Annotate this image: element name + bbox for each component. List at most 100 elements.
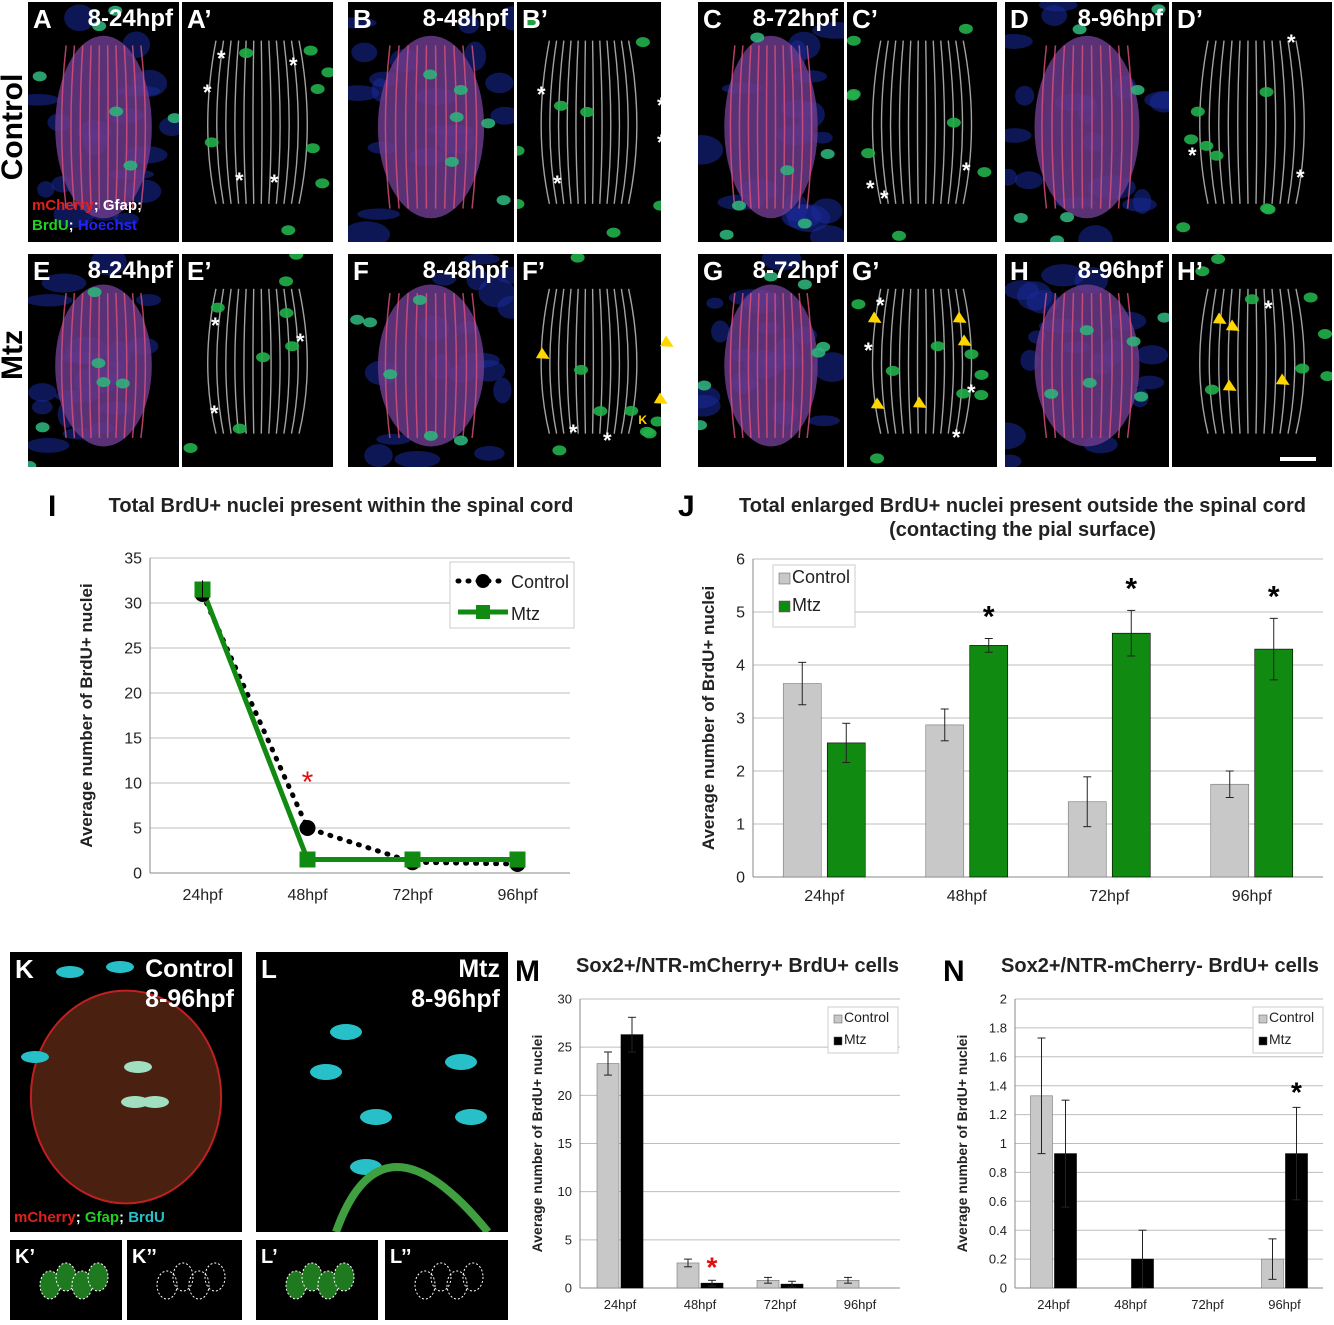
micrograph-panel-h-prime: H’: [1172, 254, 1332, 467]
y-tick-label: 0.4: [989, 1223, 1007, 1238]
y-tick-label: 1.8: [989, 1020, 1007, 1035]
y-tick-label: 30: [558, 992, 572, 1007]
panel-label: K’’: [132, 1246, 157, 1268]
legend: Control Mtz: [772, 564, 856, 628]
micrograph-image: [310, 1024, 492, 1232]
legend-label-mtz: Mtz: [844, 1031, 867, 1047]
legend: Control Mtz: [449, 561, 575, 629]
stain-brdu: BrdU: [32, 217, 69, 234]
panel-label: L: [261, 954, 277, 984]
panel-label: B’: [522, 4, 548, 34]
y-tick-label: 1: [736, 817, 745, 834]
x-tick-label: 96hpf: [1232, 888, 1273, 905]
micrograph-image: [350, 254, 514, 467]
y-tick-label: 4: [736, 658, 745, 675]
asterisk-marker: *: [1287, 30, 1296, 55]
panel-label: C’: [852, 4, 878, 34]
row-label-control: Control: [0, 73, 29, 181]
bar-control: [925, 724, 965, 878]
micrograph-panel-c-prime: C’: [847, 2, 997, 242]
micrograph-panel-a-prime: A’: [182, 2, 333, 242]
micrograph-image: [1005, 2, 1169, 242]
x-tick-label: 48hpf: [1114, 1297, 1147, 1312]
panel-label: A’: [187, 4, 212, 34]
y-tick-label: 0.6: [989, 1194, 1007, 1209]
y-tick-label: 25: [558, 1040, 572, 1055]
data-point-mtz: [509, 851, 526, 868]
asterisk-marker: *: [1264, 296, 1273, 321]
panel-label: E’: [187, 256, 212, 286]
micrograph-panel-k-prime: K’: [10, 1240, 122, 1320]
asterisk-marker: *: [880, 186, 889, 211]
bar-mtz: [1111, 632, 1151, 878]
asterisk-marker: *: [1188, 143, 1197, 168]
panel-label: F’: [522, 256, 546, 286]
legend-marker-control: [476, 574, 490, 588]
micrograph-image: [1005, 264, 1169, 467]
asterisk-marker: *: [967, 380, 976, 405]
legend-label-mtz: Mtz: [792, 595, 821, 615]
micrograph-panel-d: D 8-96hpf: [1005, 2, 1169, 242]
data-point-mtz: [299, 851, 316, 868]
x-tick-label: 96hpf: [497, 887, 538, 904]
chart-letter-j: J: [678, 490, 695, 523]
y-tick-label: 35: [124, 551, 142, 568]
legend-swatch-control: [778, 572, 791, 585]
panel-timepoint: 8-48hpf: [422, 5, 508, 32]
arrowhead-marker: ▶: [658, 333, 678, 355]
asterisk-marker: *: [289, 53, 298, 78]
micrograph-panel-l-prime: L’: [256, 1240, 378, 1320]
y-tick-label: 25: [124, 641, 142, 658]
scale-bar: [1280, 457, 1316, 461]
asterisk-marker: *: [657, 93, 666, 118]
stain-hoechst: Hoechst: [77, 217, 138, 234]
y-tick-label: 6: [736, 552, 745, 569]
bar-mtz: [826, 742, 866, 878]
panel-label: B: [353, 4, 372, 34]
stain-legend-k: mCherry; Gfap; BrdU: [14, 1209, 165, 1226]
legend-swatch-mtz: [778, 600, 791, 613]
asterisk-marker: *: [1296, 165, 1305, 190]
asterisk-marker: *: [952, 425, 961, 450]
micrograph-panel-b-prime: B’: [517, 2, 661, 242]
significance-marker: *: [1291, 1076, 1302, 1107]
y-tick-label: 20: [558, 1088, 572, 1103]
inset-label: K: [638, 413, 647, 427]
micrograph-panel-e-prime: E’: [182, 254, 333, 467]
micrograph-image: [698, 254, 844, 447]
y-tick-label: 2: [1000, 992, 1007, 1007]
micrograph-image: [28, 4, 179, 228]
x-tick-label: 24hpf: [182, 887, 223, 904]
micrograph-panel-e: E 8-24hpf: [28, 254, 179, 467]
micrograph-image: [156, 1262, 226, 1300]
chart-j-title: Total enlarged BrdU+ nuclei present outs…: [739, 495, 1306, 517]
chart-letter-i: I: [48, 490, 57, 523]
panel-timepoint: 8-24hpf: [87, 5, 173, 32]
stain-legend-a: mCherry; Gfap; BrdU; Hoechst: [32, 197, 143, 234]
legend-label-control: Control: [1269, 1009, 1314, 1025]
x-tick-label: 24hpf: [804, 888, 845, 905]
panel-label: G: [703, 256, 724, 286]
micrograph-image: [28, 254, 162, 467]
stain-gfap: Gfap: [84, 1209, 120, 1226]
y-tick-label: 5: [565, 1232, 572, 1247]
micrograph-panel-l-double-prime: L’’: [385, 1240, 508, 1320]
stain-gfap: Gfap;: [102, 197, 143, 214]
micrograph-image: [183, 254, 308, 454]
chart-j-subtitle: (contacting the pial surface): [889, 519, 1156, 541]
y-tick-label: 10: [558, 1184, 572, 1199]
data-point-control: [299, 820, 316, 836]
x-tick-label: 72hpf: [392, 887, 433, 904]
y-tick-label: 2: [736, 764, 745, 781]
bar-mtz: [1254, 648, 1294, 878]
significance-marker: *: [302, 766, 314, 799]
y-axis-label: Average number of BrdU+ nuclei: [529, 1035, 545, 1253]
panel-timepoint: 8-96hpf: [1077, 5, 1163, 32]
y-tick-label: 15: [558, 1136, 572, 1151]
y-axis-label: Average number of BrdU+ nuclei: [77, 583, 96, 847]
x-tick-label: 72hpf: [1191, 1297, 1224, 1312]
micrograph-image: [285, 1262, 355, 1300]
y-tick-label: 1.2: [989, 1107, 1007, 1122]
significance-marker: *: [1125, 572, 1137, 605]
data-point-mtz: [404, 851, 421, 868]
